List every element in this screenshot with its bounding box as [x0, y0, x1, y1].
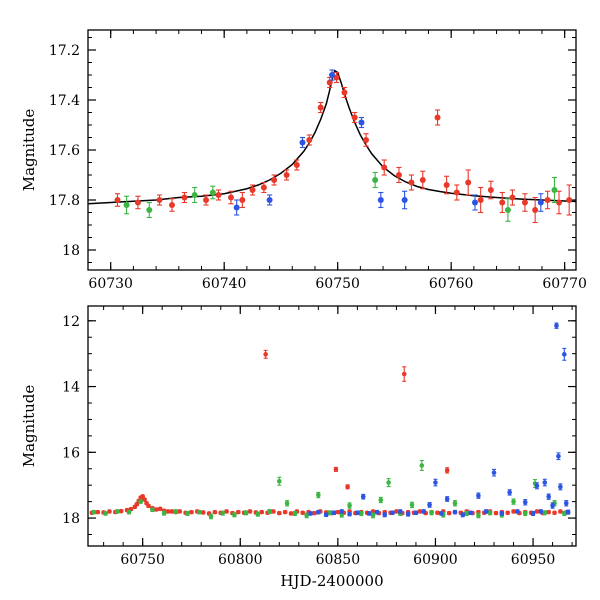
series-green — [123, 171, 558, 222]
x-tick-label: 60740 — [202, 276, 247, 292]
y-tick-label: 18 — [62, 243, 80, 259]
y-tick-label: 12 — [62, 314, 80, 330]
y-tick-label: 18 — [62, 511, 80, 527]
model-light-curve — [87, 69, 577, 205]
plot-frame — [87, 29, 577, 271]
x-tick-label: 60730 — [88, 276, 133, 292]
series-red — [114, 71, 573, 224]
y-tick-label: 17.4 — [49, 93, 80, 109]
series-green — [91, 459, 567, 520]
x-axis-label: HJD-2400000 — [280, 572, 383, 590]
bottom-panel: 60750 60800 60850 60900 60950 12 14 16 18 Magnitu… — [20, 305, 577, 590]
x-tick-label: 60800 — [218, 552, 263, 568]
y-tick-label: 14 — [62, 380, 80, 396]
x-tick-label: 60750 — [120, 552, 165, 568]
x-tick-label: 60760 — [429, 276, 474, 292]
x-tick-label: 60900 — [413, 552, 458, 568]
y-tick-label: 17.8 — [49, 193, 80, 209]
series-blue — [308, 322, 571, 518]
series-red — [89, 349, 569, 516]
x-tick-label: 60770 — [542, 276, 587, 292]
x-tick-label: 60950 — [511, 552, 556, 568]
y-tick-label: 17.2 — [49, 43, 80, 59]
y-tick-label: 16 — [62, 445, 80, 461]
y-tick-label: 17.6 — [49, 143, 80, 159]
top-panel: 60730 60740 60750 60760 60770 17.2 17.4 17.6 17.… — [20, 29, 587, 292]
x-tick-label: 60750 — [315, 276, 360, 292]
y-axis-label: Magnitude — [20, 385, 38, 468]
y-axis-label: Magnitude — [20, 109, 38, 192]
x-tick-label: 60850 — [316, 552, 361, 568]
series-blue — [233, 69, 544, 216]
plot-frame — [87, 305, 577, 547]
